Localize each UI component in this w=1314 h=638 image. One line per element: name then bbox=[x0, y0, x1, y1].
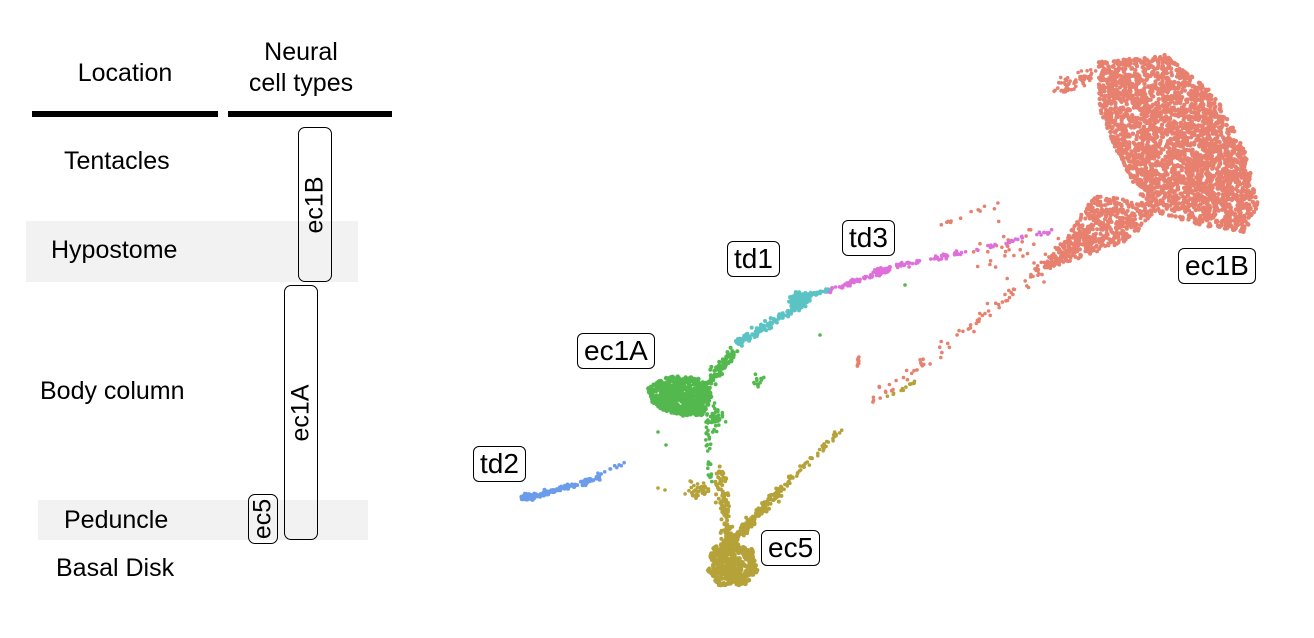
cluster-points-td2 bbox=[519, 460, 626, 502]
cluster-label-td1: td1 bbox=[727, 241, 780, 277]
cluster-label-ec5: ec5 bbox=[761, 530, 821, 566]
location-header: Location bbox=[77, 59, 173, 87]
cluster-points-ec5 bbox=[656, 379, 917, 588]
cluster-points-ec1a bbox=[646, 283, 907, 484]
ec5-range: ec5 bbox=[248, 494, 278, 544]
cluster-label-ec1a: ec1A bbox=[577, 333, 655, 369]
cluster-label-td2: td2 bbox=[473, 446, 526, 482]
location-tentacles: Tentacles bbox=[64, 147, 170, 175]
cluster-points-td3 bbox=[823, 227, 1054, 295]
location-hypostome: Hypostome bbox=[51, 236, 178, 264]
cluster-label-ec1b: ec1B bbox=[1178, 248, 1256, 284]
hypostome-band bbox=[26, 221, 358, 282]
location-basal-disk: Basal Disk bbox=[56, 554, 175, 582]
neural-header-line1: Neural bbox=[264, 38, 338, 66]
cluster-points-ec1b bbox=[855, 52, 1260, 404]
location-peduncle: Peduncle bbox=[64, 506, 169, 534]
neural-header-line2: cell types bbox=[248, 69, 354, 97]
ec1a-range: ec1A bbox=[284, 285, 318, 540]
cluster-label-td3: td3 bbox=[842, 220, 895, 256]
cluster-points-td1 bbox=[733, 287, 831, 348]
ec1b-range: ec1B bbox=[298, 127, 332, 282]
neural-cell-types-header: Neural cell types bbox=[226, 37, 376, 99]
location-header-rule bbox=[32, 111, 218, 117]
location-body-column: Body column bbox=[40, 377, 185, 405]
cell-types-header-rule bbox=[228, 111, 392, 117]
